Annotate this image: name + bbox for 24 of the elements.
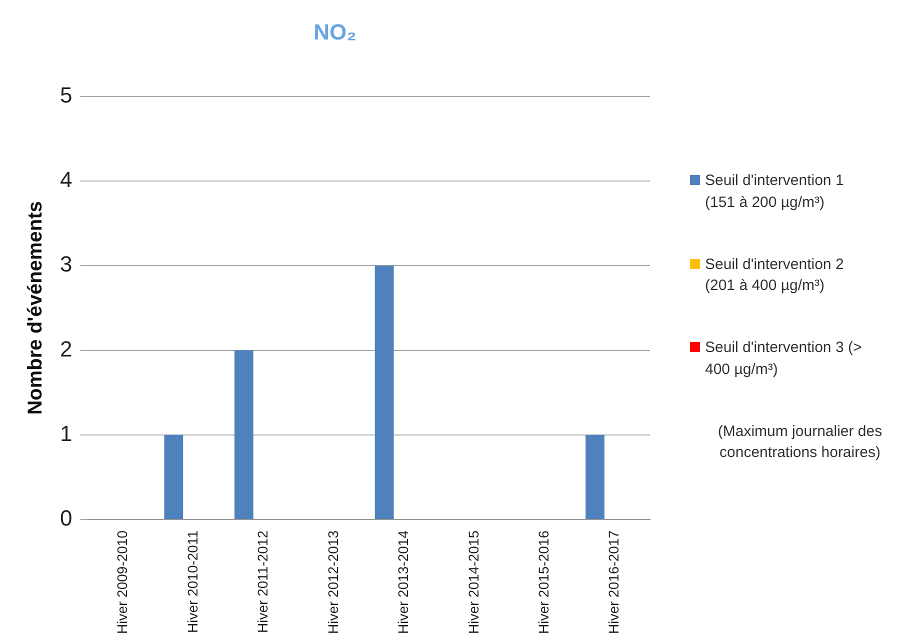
bar [586,434,604,519]
x-tick-label: Hiver 2013-2014 [395,530,412,634]
x-tick-label: Hiver 2011-2012 [254,530,271,633]
x-tick-label: Hiver 2010-2011 [184,530,200,633]
y-axis-title: Nombre d'événements [24,201,47,415]
y-tick-label: 4 [60,167,72,192]
bar [234,350,254,519]
x-tick-label: Hiver 2014-2015 [465,530,482,634]
x-tick-label: Hiver 2012-2013 [324,530,341,634]
y-tick-label: 2 [60,336,72,362]
chart-title: NO₂ [314,19,356,44]
legend-label: Seuil d'intervention 3 (> 400 µg/m³) [705,338,863,380]
y-tick-label: 5 [60,82,72,108]
x-tick-label: Hiver 2015-2016 [536,530,552,634]
x-tick-label: Hiver 2009-2010 [114,530,130,634]
text: (Maximum journalier des concentrations horaires) [716,422,884,464]
x-tick-label: Hiver 2016-2017 [606,530,622,634]
bar [374,266,394,519]
y-tick-label: 3 [60,252,72,277]
y-tick-label: 0 [60,506,72,531]
legend-label: Seuil d'intervention 1 (151 à 200 µg/m³) [705,171,845,213]
y-tick-label: 1 [60,420,72,446]
bar [164,434,184,519]
legend-label: Seuil d'intervention 2 (201 à 400 µg/m³) [705,254,845,296]
